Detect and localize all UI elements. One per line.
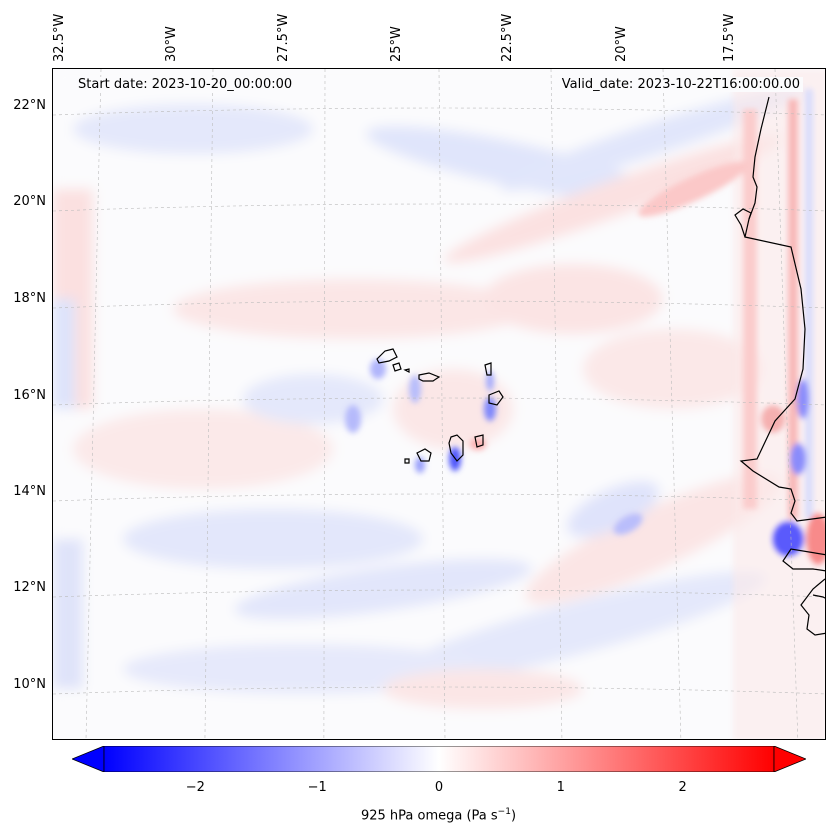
- island-sao-vicente: [392, 362, 402, 372]
- field-band: [53, 299, 75, 409]
- coast-detail: [812, 594, 825, 599]
- field-band: [383, 669, 583, 709]
- meridian-line: [204, 69, 214, 739]
- meridian-line: [85, 69, 102, 739]
- coastlines: [376, 96, 825, 636]
- latitude-label: 10°N: [13, 677, 46, 692]
- colorbar-body: [103, 746, 775, 772]
- colorbar-tick-label: −1: [307, 780, 327, 795]
- field-band: [234, 558, 532, 620]
- field-band: [173, 279, 533, 339]
- parallel-line: [53, 493, 825, 502]
- latitude-label: 12°N: [13, 580, 46, 595]
- field-band: [790, 443, 806, 475]
- graticule: [53, 69, 825, 739]
- island-sao-nicolau: [418, 372, 441, 382]
- field-band: [370, 359, 386, 379]
- valid-date-label: Valid_date: 2023-10-22T16:00:00.00: [558, 77, 803, 92]
- meridian-line: [662, 69, 682, 739]
- field-band: [53, 539, 83, 689]
- omega-field-map: [53, 69, 825, 739]
- field-band: [486, 371, 494, 391]
- field-band: [797, 379, 809, 419]
- field-band: [409, 375, 421, 403]
- field-band: [500, 87, 806, 191]
- latitude-label: 16°N: [13, 388, 46, 403]
- parallel-line: [53, 300, 825, 309]
- field-band: [470, 438, 486, 450]
- longitude-label: 17.5°W: [722, 13, 737, 62]
- field-band: [73, 104, 313, 154]
- field-band: [366, 126, 660, 202]
- colorbar-label-close: ): [510, 808, 517, 824]
- colorbar-tick-label: 2: [678, 780, 687, 795]
- colorbar-label-exponent: −1: [497, 807, 511, 817]
- meridian-line: [550, 69, 563, 739]
- island-boa-vista: [488, 390, 504, 406]
- colorbar-tick-label: 0: [434, 780, 444, 795]
- latitude-label: 20°N: [13, 194, 46, 209]
- field-band: [743, 109, 757, 509]
- start-date-label: Start date: 2023-10-20_00:00:00: [75, 77, 296, 92]
- map-panel: Start date: 2023-10-20_00:00:00 Valid_da…: [52, 68, 826, 740]
- longitude-label: 30°W: [164, 26, 179, 62]
- coast-detail: [734, 208, 752, 238]
- latitude-label: 14°N: [13, 484, 46, 499]
- field-band: [345, 405, 361, 433]
- field-band: [443, 135, 783, 263]
- field-band: [613, 513, 643, 535]
- latitude-label: 22°N: [13, 98, 46, 113]
- parallel-line: [53, 397, 825, 406]
- field-band: [761, 405, 785, 433]
- field-band: [393, 369, 513, 449]
- longitude-label: 20°W: [614, 26, 629, 62]
- field-band: [484, 397, 496, 421]
- colorbar-label: 925 hPa omega (Pa s−1): [0, 807, 837, 823]
- colorbar-extend-right: [773, 746, 806, 772]
- latitude-label: 18°N: [13, 291, 46, 306]
- parallel-line: [53, 107, 825, 116]
- longitude-label: 25°W: [389, 26, 404, 62]
- field-band: [566, 481, 660, 537]
- longitude-label: 22.5°W: [500, 13, 515, 62]
- parallel-line: [53, 589, 825, 598]
- meridian-line: [774, 69, 799, 739]
- parallel-line: [53, 686, 825, 695]
- island-santiago: [448, 434, 464, 462]
- field-band: [379, 571, 767, 687]
- longitude-label: 32.5°W: [52, 13, 67, 62]
- field-band: [788, 99, 798, 519]
- field-band: [805, 89, 813, 519]
- island-fogo: [416, 448, 432, 462]
- omega-strong-shading: [345, 69, 825, 739]
- island-santa-luzia: [403, 368, 410, 373]
- field-band: [583, 329, 763, 409]
- field-band: [483, 264, 663, 334]
- colorbar-label-text: 925 hPa omega (Pa s: [360, 808, 498, 824]
- colorbar-tick-label: −2: [185, 780, 205, 795]
- field-band: [123, 509, 423, 569]
- field-band: [525, 473, 781, 605]
- island-santo-antao: [376, 348, 398, 364]
- field-band: [73, 409, 333, 489]
- field-band: [772, 521, 804, 557]
- colorbar-extend-left: [72, 746, 105, 772]
- meridian-line: [323, 69, 326, 739]
- longitude-label: 27.5°W: [276, 13, 291, 62]
- africa-coastline: [739, 96, 825, 636]
- field-band: [638, 161, 748, 217]
- colorbar: [72, 746, 806, 772]
- island-brava: [404, 458, 410, 464]
- colorbar-tick-label: 1: [556, 780, 565, 795]
- parallel-line: [53, 203, 825, 212]
- meridian-line: [438, 69, 446, 739]
- island-maio: [474, 434, 484, 448]
- island-sal: [484, 362, 492, 376]
